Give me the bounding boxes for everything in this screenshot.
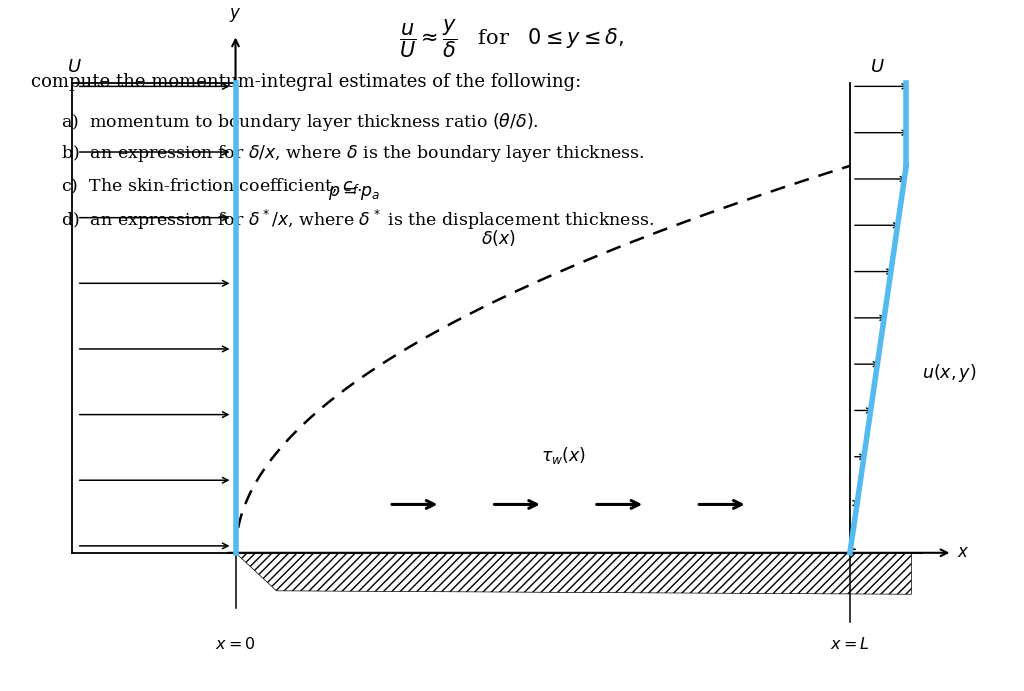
- Text: d)  an expression for $\delta^*/x$, where $\delta^*$ is the displacement thickne: d) an expression for $\delta^*/x$, where…: [61, 208, 654, 232]
- Text: $y$: $y$: [229, 6, 242, 24]
- Text: $x$: $x$: [957, 545, 970, 561]
- Text: a)  momentum to boundary layer thickness ratio $(\theta/\delta)$.: a) momentum to boundary layer thickness …: [61, 111, 539, 133]
- Text: compute the momentum-integral estimates of the following:: compute the momentum-integral estimates …: [31, 73, 581, 91]
- Text: $\tau_w(x)$: $\tau_w(x)$: [541, 446, 586, 466]
- Text: $x = 0$: $x = 0$: [215, 636, 256, 653]
- Text: $U$: $U$: [870, 58, 885, 76]
- Text: $x = L$: $x = L$: [830, 636, 869, 653]
- Text: $U$: $U$: [67, 58, 81, 76]
- Text: $\dfrac{u}{U} \approx \dfrac{y}{\delta}$   for   $0 \leq y \leq \delta,$: $\dfrac{u}{U} \approx \dfrac{y}{\delta}$…: [399, 17, 625, 60]
- Text: $\delta(x)$: $\delta(x)$: [481, 229, 516, 248]
- Text: $p = p_a$: $p = p_a$: [328, 184, 380, 202]
- Text: $u(x, y)$: $u(x, y)$: [922, 362, 976, 384]
- Text: b)  an expression for $\delta/x$, where $\delta$ is the boundary layer thickness: b) an expression for $\delta/x$, where $…: [61, 143, 645, 164]
- Text: c)  The skin-friction coefficient, $c_f$.: c) The skin-friction coefficient, $c_f$.: [61, 176, 364, 196]
